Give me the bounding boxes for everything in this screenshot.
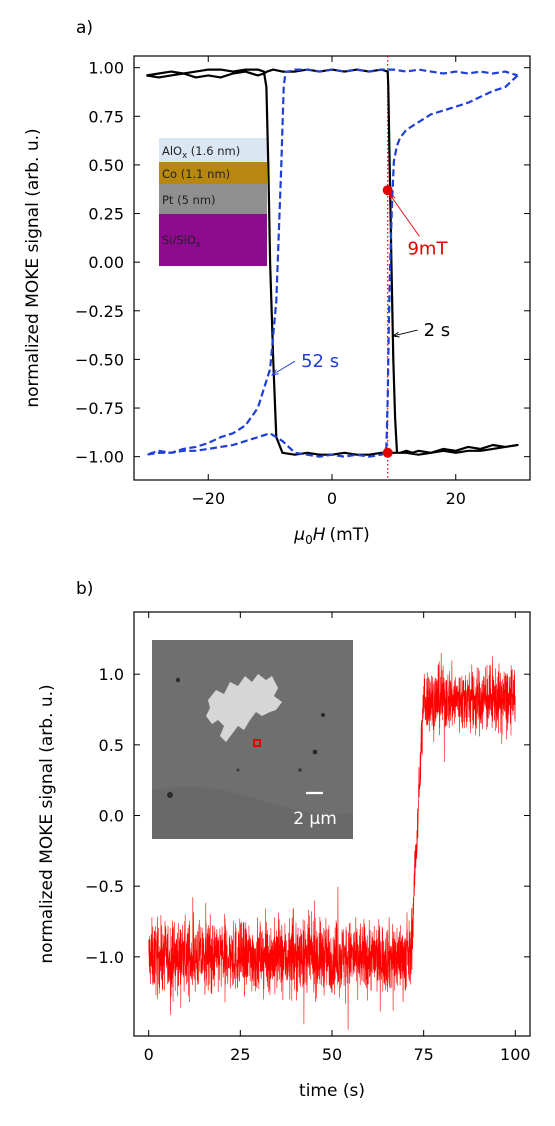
layer-stack-inset: AlOx (1.6 nm) Co (1.1 nm) Pt (5 nm) Si/SiOx (159, 138, 267, 266)
a-ytick-label: 0.00 (88, 253, 124, 272)
series-52s-line (145, 68, 519, 458)
panel-b-label: b) (76, 579, 93, 599)
b-xtick-label: 100 (500, 1045, 531, 1064)
plot-a-frame (133, 55, 531, 481)
a-ytick-label: 0.50 (88, 156, 124, 175)
hysteresis-chart: AlOx (1.6 nm) Co (1.1 nm) Pt (5 nm) Si/SiOx… (23, 55, 531, 547)
a-xtick-label: 0 (327, 489, 337, 508)
measurement-spot (253, 739, 261, 747)
layer-label-3: Si/SiOx (162, 233, 201, 250)
scalebar-label: 2 μm (293, 809, 337, 829)
layer-2 (159, 184, 267, 214)
red-marker-0 (382, 185, 393, 196)
annotation-arrow-2 (271, 360, 296, 376)
annotation-arrowhead-0 (388, 193, 396, 201)
annotation-label-2: 52 s (301, 351, 339, 372)
magnetic-domain (206, 674, 282, 742)
layer-3 (159, 214, 267, 266)
red-marker-1 (382, 447, 393, 458)
series-2s-line (146, 68, 519, 456)
layer-1 (159, 162, 267, 184)
b-ytick-label: −0.5 (85, 877, 124, 896)
b-ytick-label: 1.0 (99, 665, 124, 684)
time-trace-chart: 2 μm 0 25 50 75 100 1.0 0.5 0.0 −0.5 −1.0 normali… (37, 611, 531, 1101)
a-ytick-label: 0.75 (88, 107, 124, 126)
b-ytick-label: −1.0 (85, 948, 124, 967)
panel-a-label: a) (76, 18, 93, 38)
layer-label-2: Pt (5 nm) (162, 193, 216, 207)
annotation-arrow-0 (389, 193, 420, 237)
a-ytick-label: 1.00 (88, 59, 124, 78)
domain-image-inset: 2 μm (152, 640, 353, 839)
inset-image-shade (152, 786, 353, 839)
b-xtick-label: 0 (144, 1045, 154, 1064)
b-ytick-label: 0.5 (99, 736, 124, 755)
y-axis-label-b: normalized MOKE signal (arb. u.) (37, 684, 57, 963)
annotation-label-0: 9mT (407, 238, 448, 259)
a-xtick-label: 20 (446, 489, 466, 508)
layer-0 (159, 138, 267, 162)
a-ytick-label: −0.50 (75, 350, 124, 369)
y-axis-label-a: normalized MOKE signal (arb. u.) (23, 128, 43, 407)
a-xtick-label: −20 (191, 489, 225, 508)
a-ytick-label: −0.25 (75, 302, 124, 321)
x-axis-label-b: time (s) (299, 1081, 365, 1101)
annotation-arrow-1 (392, 329, 418, 337)
annotation-label-1: 2 s (424, 320, 451, 341)
moke-time-trace (148, 652, 516, 1030)
b-ytick-label: 0.0 (99, 807, 124, 826)
b-xtick-label: 25 (230, 1045, 250, 1064)
annotation-arrowhead-1 (391, 331, 400, 338)
a-ytick-label: 0.25 (88, 205, 124, 224)
a-ytick-label: −0.75 (75, 399, 124, 418)
b-xtick-label: 50 (322, 1045, 342, 1064)
x-axis-label-a: μ0H (mT) (293, 525, 369, 547)
b-xtick-label: 75 (413, 1045, 433, 1064)
a-ytick-label: −1.00 (75, 448, 124, 467)
layer-label-0: AlOx (1.6 nm) (162, 144, 240, 161)
annotation-arrowhead-2 (270, 369, 279, 376)
layer-label-1: Co (1.1 nm) (162, 167, 230, 181)
